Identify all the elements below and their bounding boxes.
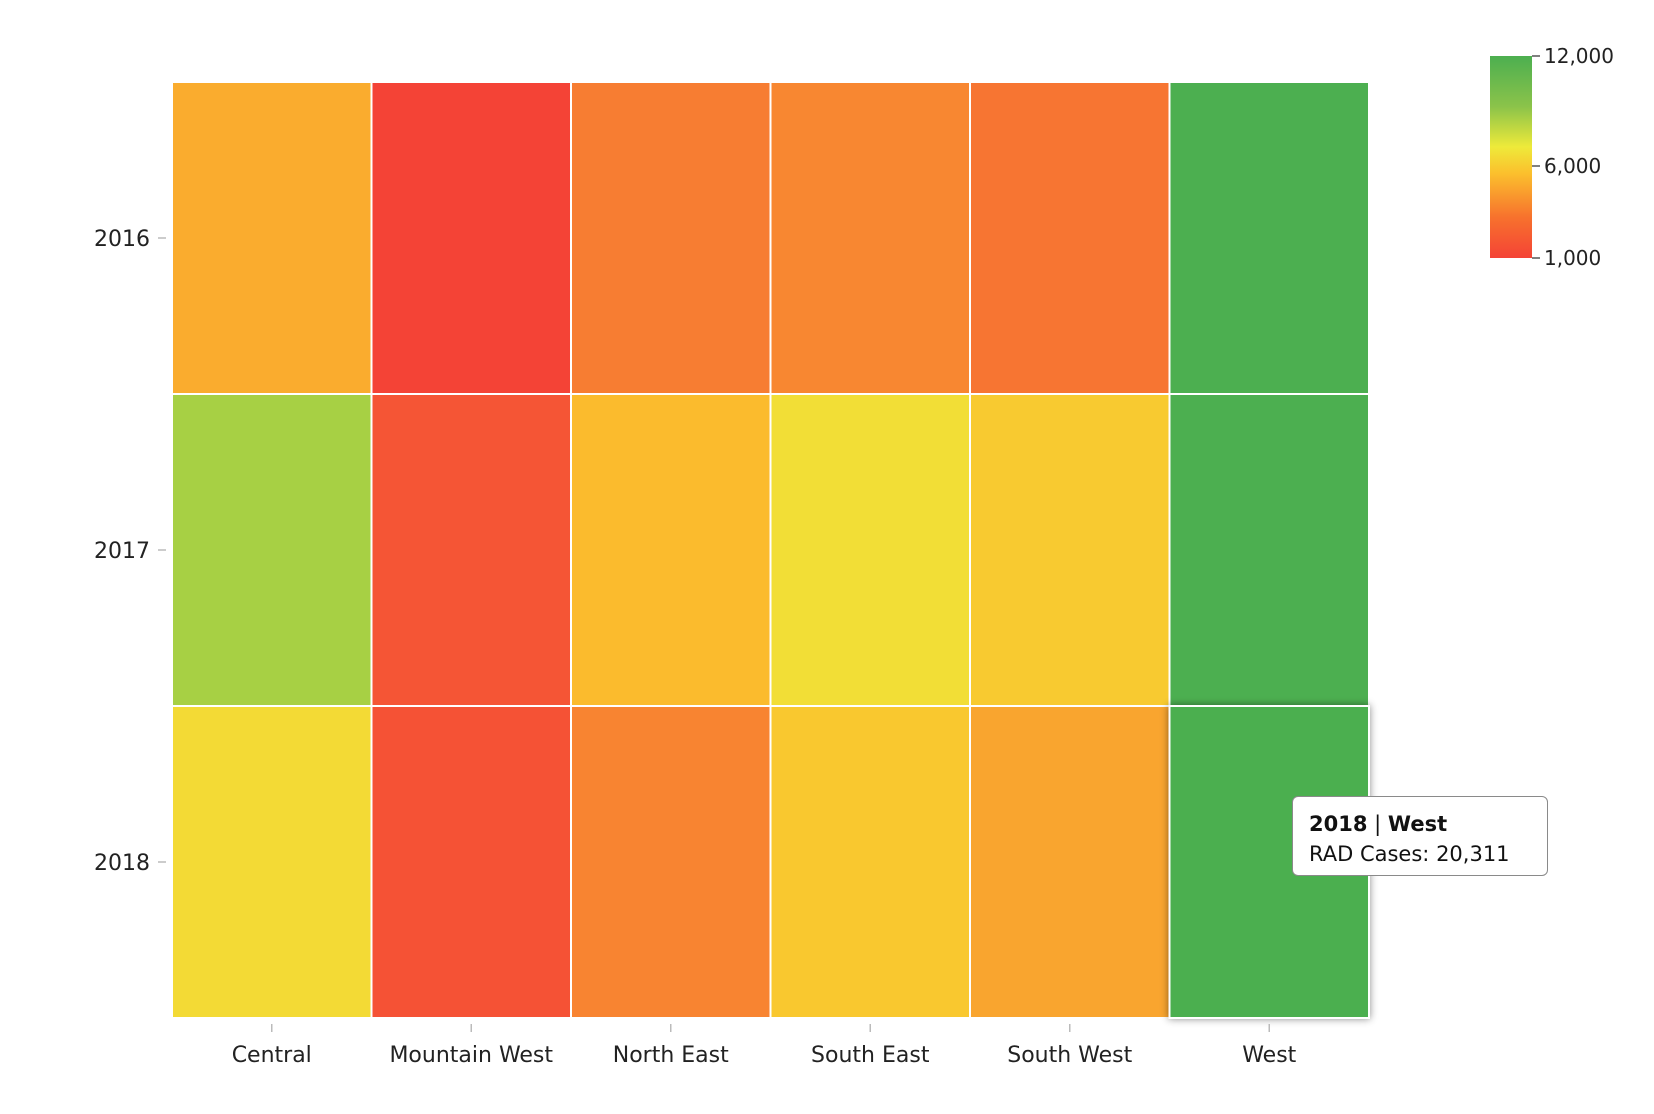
heatmap-cell-2017-south-west[interactable]	[969, 393, 1171, 707]
x-tick-label: North East	[613, 1043, 729, 1068]
tooltip-metric-value: 20,311	[1436, 842, 1510, 866]
y-tick-label: 2017	[94, 539, 150, 564]
x-tick-label: West	[1242, 1043, 1296, 1068]
heatmap-cell-2018-south-west[interactable]	[969, 705, 1171, 1019]
legend-tick-label: 6,000	[1544, 154, 1601, 178]
heatmap-cell-2018-central[interactable]	[171, 705, 373, 1019]
heatmap-cell-2018-north-east[interactable]	[570, 705, 772, 1019]
tooltip-region: West	[1387, 812, 1448, 836]
tooltip-header: 2018 | West	[1309, 809, 1531, 839]
legend-tick-label: 12,000	[1544, 44, 1614, 68]
x-tick-label: South West	[1007, 1043, 1132, 1068]
heatmap-cell-2016-west[interactable]	[1168, 81, 1370, 395]
heatmap-cell-2018-mountain-west[interactable]	[370, 705, 572, 1019]
tooltip-metric-label: RAD Cases:	[1309, 842, 1430, 866]
heatmap-cell-2017-north-east[interactable]	[570, 393, 772, 707]
x-axis: Central Mountain West North East South East…	[232, 1024, 1297, 1068]
color-legend: 12,000 6,000 1,000	[1490, 44, 1614, 270]
heatmap-cell-2016-south-west[interactable]	[969, 81, 1171, 395]
y-tick-label: 2016	[94, 227, 150, 252]
tooltip-body: RAD Cases: 20,311	[1309, 839, 1531, 869]
heatmap-cells[interactable]	[171, 81, 1370, 1019]
heatmap-cell-2016-south-east[interactable]	[769, 81, 971, 395]
legend-colorbar	[1490, 56, 1532, 258]
heatmap-cell-2017-south-east[interactable]	[769, 393, 971, 707]
legend-tick-label: 1,000	[1544, 246, 1601, 270]
y-tick-label: 2018	[94, 851, 150, 876]
tooltip-year: 2018	[1309, 812, 1368, 836]
x-tick-label: South East	[811, 1043, 930, 1068]
heatmap-cell-2017-mountain-west[interactable]	[370, 393, 572, 707]
hover-tooltip: 2018 | West RAD Cases: 20,311	[1292, 796, 1548, 876]
tooltip-separator: |	[1374, 812, 1382, 836]
heatmap-cell-2016-central[interactable]	[171, 81, 373, 395]
heatmap-cell-2016-north-east[interactable]	[570, 81, 772, 395]
x-tick-label: Mountain West	[389, 1043, 553, 1068]
heatmap-cell-2017-west[interactable]	[1168, 393, 1370, 707]
heatmap-cell-2018-south-east[interactable]	[769, 705, 971, 1019]
x-tick-label: Central	[232, 1043, 312, 1068]
heatmap-cell-2016-mountain-west[interactable]	[370, 81, 572, 395]
y-axis: 2016 2017 2018	[94, 227, 166, 876]
heatmap-cell-2017-central[interactable]	[171, 393, 373, 707]
